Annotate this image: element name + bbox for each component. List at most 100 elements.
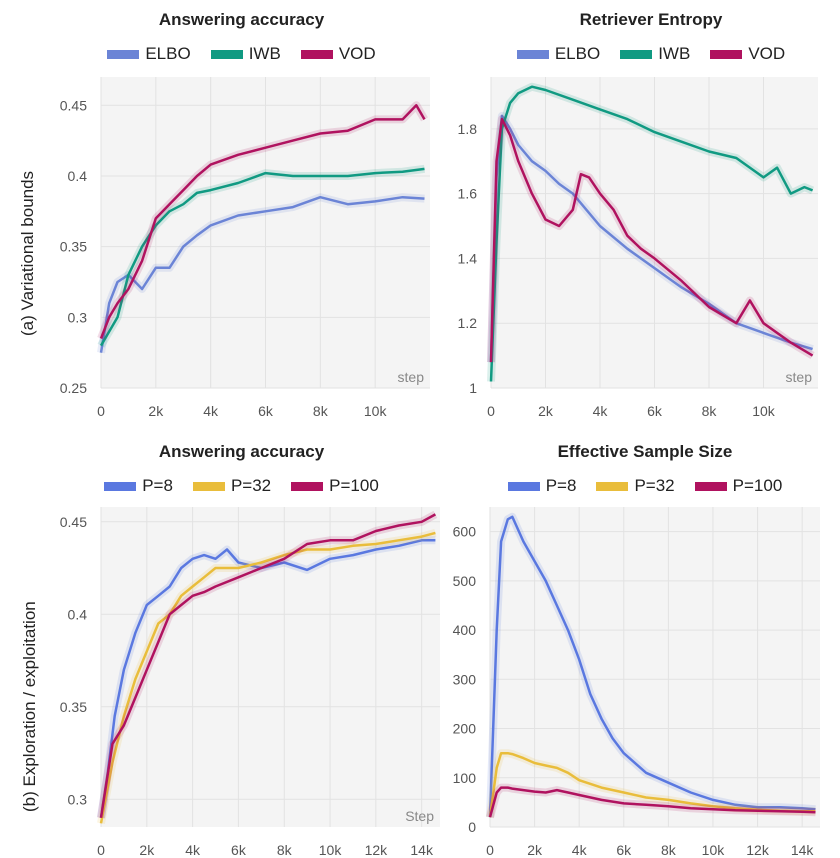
legend-item: P=32 — [192, 476, 272, 496]
x-tick-label: 10k — [752, 403, 776, 419]
y-tick-label: 0.4 — [68, 168, 88, 184]
x-tick-label: 8k — [313, 403, 329, 419]
series-line-P=8 — [99, 539, 436, 818]
x-tick-label: 0 — [486, 842, 494, 858]
chart-svg: 0 100 200 300 400 500 600 0 2k 4k 6k 8k 10k 12k 14k — [453, 507, 820, 858]
x-axis-label: step — [398, 369, 425, 385]
x-tick-label: 6k — [647, 403, 663, 419]
x-tick-label: 6k — [616, 842, 632, 858]
legend-label: P=100 — [732, 476, 783, 495]
chart-title: Effective Sample Size — [557, 442, 733, 461]
chart-title: Answering accuracy — [158, 442, 325, 461]
legend-label: ELBO — [554, 44, 601, 63]
x-tick-label: 14k — [791, 842, 815, 858]
y-tick-label: 400 — [453, 622, 477, 638]
legend-item: IWB — [210, 44, 281, 64]
chart-svg: 0.25 0.3 0.35 0.4 0.45 0 2k 4k 6k 8k 10k step — [60, 77, 430, 419]
x-tick-label: 2k — [527, 842, 543, 858]
legend: P=8 P=32 P=100 — [450, 476, 840, 496]
x-tick-label: 0 — [487, 403, 495, 419]
x-tick-label: 4k — [593, 403, 609, 419]
chart-svg: 1 1.2 1.4 1.6 1.8 0 2k 4k 6k 8k 10k step — [458, 77, 818, 419]
x-tick-label: 0 — [97, 403, 105, 419]
chart-title: Answering accuracy — [158, 10, 325, 29]
y-tick-label: 0.4 — [68, 606, 88, 622]
legend-item: VOD — [300, 44, 376, 64]
legend-label: IWB — [658, 44, 691, 63]
series-line-VOD — [489, 117, 814, 363]
series-line-IWB — [489, 85, 814, 382]
y-tick-label: 0.45 — [60, 97, 87, 113]
legend-item: P=8 — [507, 476, 577, 496]
panel-b2: Effective Sample Size P=8 P=32 P=100 0 100 2… — [420, 430, 840, 858]
legend-label: P=32 — [230, 476, 272, 495]
series-line-VOD — [99, 104, 426, 339]
legend: P=8 P=32 P=100 — [43, 476, 440, 496]
legend-item: ELBO — [107, 44, 191, 64]
x-tick-label: 2k — [139, 842, 155, 858]
x-tick-label: 0 — [97, 842, 105, 858]
x-axis-label: Step — [405, 808, 434, 824]
series-line-IWB — [99, 167, 425, 347]
legend-item: P=100 — [291, 476, 379, 496]
series-line-ELBO — [99, 195, 425, 353]
legend-swatch — [710, 49, 743, 59]
y-tick-label: 0.35 — [60, 699, 87, 715]
legend-label: P=8 — [545, 476, 577, 495]
series-line-P=8 — [488, 515, 816, 818]
series-line-P=100 — [99, 513, 436, 818]
legend-label: P=100 — [329, 476, 379, 495]
x-tick-label: 6k — [258, 403, 274, 419]
legend-swatch — [291, 481, 324, 491]
legend-item: P=100 — [694, 476, 783, 496]
x-tick-label: 4k — [572, 842, 588, 858]
legend-swatch — [694, 481, 727, 491]
y-tick-label: 100 — [453, 770, 477, 786]
y-tick-label: 0 — [468, 819, 476, 835]
x-tick-label: 2k — [538, 403, 554, 419]
y-tick-label: 500 — [453, 573, 477, 589]
legend-label: ELBO — [145, 44, 191, 63]
y-tick-label: 1.2 — [458, 315, 478, 331]
y-tick-label: 1.6 — [458, 186, 478, 202]
x-tick-label: 10k — [702, 842, 726, 858]
y-tick-label: 0.3 — [68, 309, 88, 325]
legend-item: IWB — [620, 44, 690, 64]
series-line-P=32 — [488, 751, 816, 818]
x-tick-label: 12k — [365, 842, 389, 858]
chart-svg: 0.3 0.35 0.4 0.45 0 2k 4k 6k 8k 10k 12k 14k Step — [60, 507, 440, 858]
legend: ELBO IWB VOD — [43, 44, 440, 64]
chart-title: Retriever Entropy — [579, 10, 723, 29]
legend-label: VOD — [338, 44, 376, 63]
legend-swatch — [596, 481, 629, 491]
x-tick-label: 8k — [661, 842, 677, 858]
y-tick-label: 0.35 — [60, 239, 87, 255]
x-axis-label: step — [786, 369, 813, 385]
y-tick-label: 1 — [469, 380, 477, 396]
plot-background — [490, 507, 820, 827]
x-tick-label: 6k — [231, 842, 247, 858]
x-tick-label: 10k — [364, 403, 388, 419]
series-line-P=32 — [99, 531, 436, 824]
legend-item: ELBO — [516, 44, 601, 64]
legend-label: VOD — [748, 44, 786, 63]
y-tick-label: 200 — [453, 721, 477, 737]
y-tick-label: 1.4 — [458, 250, 478, 266]
y-tick-label: 600 — [453, 524, 477, 540]
legend-label: P=32 — [634, 476, 675, 495]
panel-b1: Answering accuracy P=8 P=32 P=100 0.3 0.35 0… — [0, 430, 450, 858]
x-tick-label: 4k — [185, 842, 201, 858]
panel-a2: Retriever Entropy ELBO IWB VOD 1 1.2 1.4 1.6 1… — [420, 0, 840, 430]
y-tick-label: 0.45 — [60, 514, 87, 530]
legend-item: VOD — [710, 44, 785, 64]
series-line-P=100 — [488, 786, 816, 818]
legend-swatch — [516, 49, 549, 59]
legend-label: P=8 — [142, 476, 173, 495]
x-tick-label: 8k — [702, 403, 718, 419]
x-tick-label: 2k — [148, 403, 164, 419]
legend-swatch — [210, 49, 243, 59]
legend-item: P=8 — [104, 476, 173, 496]
legend-swatch — [300, 49, 333, 59]
legend-item: P=32 — [596, 476, 675, 496]
x-tick-label: 8k — [277, 842, 293, 858]
